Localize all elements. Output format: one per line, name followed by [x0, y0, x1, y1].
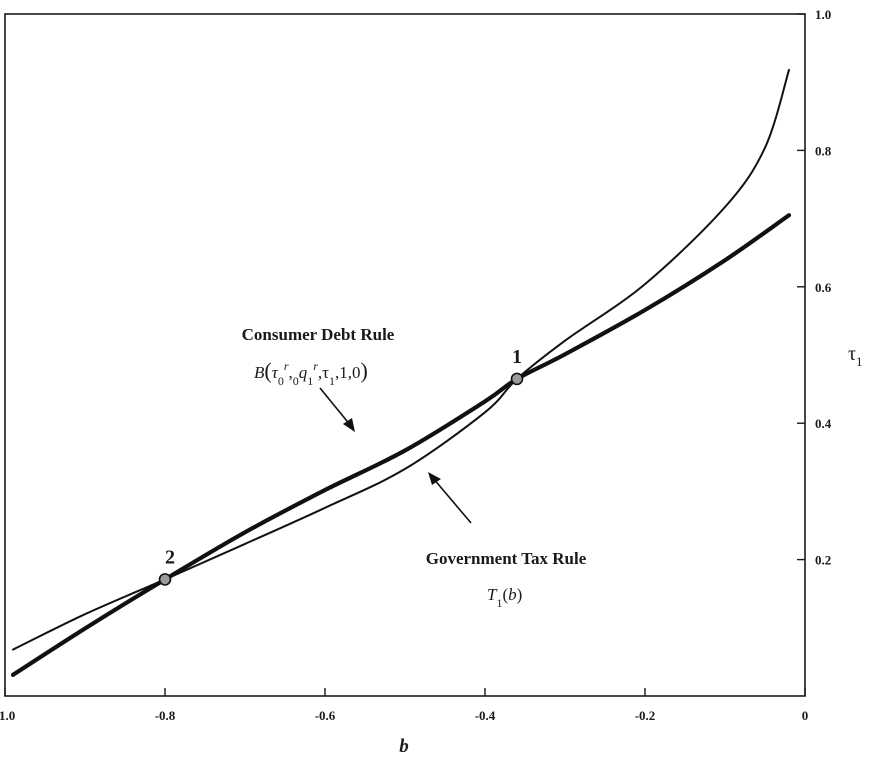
- government-tax-rule-label: Government Tax Rule: [426, 549, 587, 568]
- y-axis-title: τ1: [848, 343, 863, 369]
- y-axis-ticks: 0.2 0.4 0.6 0.8 1.0: [797, 7, 832, 568]
- consumer-debt-rule-arrowhead: [343, 418, 355, 432]
- intersection-label-1: 1: [512, 346, 522, 368]
- consumer-debt-rule-arrow: [319, 387, 352, 427]
- y-tick-label: 0.2: [815, 553, 831, 568]
- intersection-point-2: [158, 573, 172, 586]
- consumer-debt-rule-formula: B(τ0r,0q1r,τ1,1,0): [254, 358, 368, 388]
- x-axis-ticks: -1.0 -0.8 -0.6 -0.4 -0.2 0: [0, 688, 808, 723]
- government-tax-rule-formula: T1(b): [487, 585, 522, 610]
- consumer-debt-rule-line: [10, 213, 792, 677]
- x-tick-label: -0.8: [155, 708, 176, 723]
- x-tick-label: -0.2: [635, 708, 656, 723]
- government-tax-rule-line: [12, 68, 790, 651]
- y-tick-label: 0.8: [815, 143, 832, 158]
- y-tick-label: 0.6: [815, 280, 832, 295]
- x-tick-label: -1.0: [0, 708, 15, 723]
- intersection-label-2: 2: [165, 546, 175, 568]
- government-tax-rule-arrowhead: [428, 472, 441, 485]
- x-tick-label: 0: [802, 708, 809, 723]
- plot-frame: [4, 13, 806, 697]
- y-tick-label: 0.4: [815, 416, 832, 431]
- x-tick-label: -0.6: [315, 708, 336, 723]
- x-axis-title: b: [399, 736, 409, 757]
- y-tick-label: 1.0: [815, 7, 831, 22]
- consumer-debt-rule-label: Consumer Debt Rule: [242, 325, 395, 344]
- intersection-point-1: [510, 372, 524, 386]
- x-tick-label: -0.4: [475, 708, 496, 723]
- intersection-points: 12: [158, 346, 524, 586]
- government-tax-rule-arrow: [432, 477, 472, 524]
